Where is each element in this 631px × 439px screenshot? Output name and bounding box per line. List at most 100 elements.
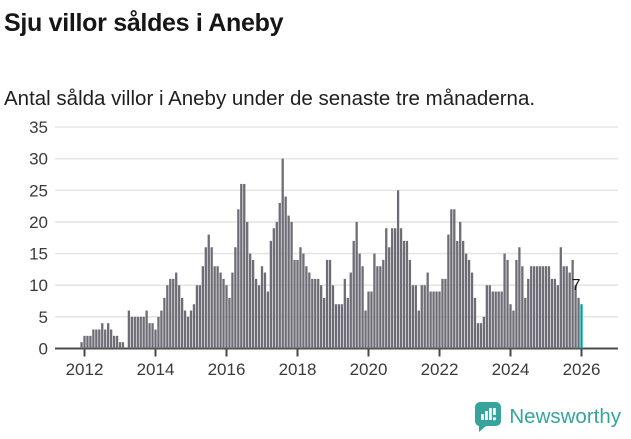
month-bar — [234, 247, 237, 349]
month-bar — [426, 272, 429, 349]
month-bar — [544, 266, 548, 349]
month-bar — [521, 266, 524, 349]
month-bar — [518, 247, 521, 349]
month-bar — [154, 329, 157, 349]
month-bar — [95, 329, 98, 349]
month-bar — [553, 278, 557, 349]
month-bar — [547, 266, 551, 349]
month-bar — [574, 285, 577, 349]
month-bar — [320, 285, 323, 349]
month-bar — [349, 272, 352, 349]
newsworthy-bubble-icon — [475, 402, 502, 432]
x-tick-label: 2026 — [563, 360, 601, 379]
month-bar — [299, 247, 302, 349]
month-bar — [485, 285, 488, 349]
month-bar — [391, 228, 394, 349]
month-bar — [444, 278, 447, 349]
month-bar — [246, 221, 249, 349]
month-bar — [456, 240, 459, 349]
y-tick-label: 0 — [39, 340, 48, 359]
month-bar — [192, 304, 196, 349]
month-bar — [376, 266, 379, 349]
month-bar — [213, 266, 216, 349]
month-bar — [101, 323, 104, 349]
month-bar — [302, 253, 305, 349]
monthly-sales-bar-chart: 0 5 10 15 20 25 30 35 2012 2014 2016 2018 2020 2022 20… — [29, 118, 618, 379]
month-bar — [163, 297, 166, 349]
month-bar — [509, 304, 512, 349]
month-bar — [172, 278, 175, 349]
month-bar — [269, 240, 273, 349]
month-bar — [361, 266, 364, 349]
month-bar — [104, 329, 107, 349]
month-bar — [284, 196, 287, 349]
month-bar — [322, 297, 326, 349]
month-bar — [476, 323, 480, 349]
month-bar — [414, 285, 417, 349]
month-bar — [275, 221, 278, 349]
month-bar — [118, 342, 122, 349]
month-bar — [402, 240, 406, 349]
x-tick-label: 2014 — [137, 360, 175, 379]
month-bar — [207, 234, 210, 349]
month-bar — [459, 221, 462, 349]
newsworthy-wordmark: Newsworthy — [509, 404, 621, 428]
month-bar — [281, 158, 284, 349]
month-bar — [145, 310, 148, 349]
month-bar — [178, 285, 181, 349]
month-bar — [210, 247, 213, 349]
month-bar — [541, 266, 545, 349]
month-bar — [396, 190, 400, 349]
month-bar — [180, 297, 184, 349]
x-tick-label: 2012 — [66, 360, 104, 379]
month-bar — [355, 221, 358, 349]
month-bar — [559, 247, 562, 349]
month-bar — [506, 259, 509, 349]
month-bar — [148, 323, 151, 349]
month-bar — [393, 228, 397, 349]
month-bar — [488, 285, 491, 349]
chart-subtitle: Antal sålda villor i Aneby under de sena… — [4, 87, 536, 110]
month-bar — [249, 253, 252, 349]
mini-bar-chart-glyph — [481, 408, 497, 421]
month-bar — [228, 297, 231, 349]
month-bar — [429, 291, 432, 349]
month-bar — [385, 228, 388, 349]
month-bar — [530, 266, 533, 349]
month-bar — [254, 278, 258, 349]
month-bar — [86, 335, 89, 349]
month-bar — [494, 291, 497, 349]
month-bar — [432, 291, 435, 349]
y-tick-label: 30 — [29, 150, 48, 169]
month-bar — [491, 291, 494, 349]
month-bar — [464, 253, 468, 349]
month-bar — [408, 259, 412, 349]
month-bar — [290, 221, 293, 349]
month-bar — [222, 278, 225, 349]
month-bar — [157, 316, 160, 349]
month-bar — [571, 259, 574, 349]
month-bar — [565, 266, 568, 349]
month-bar — [260, 266, 264, 349]
month-bar — [83, 335, 86, 349]
month-bar — [186, 316, 190, 349]
month-bar — [405, 240, 409, 349]
month-bar — [331, 285, 335, 349]
y-tick-label: 10 — [29, 276, 48, 295]
month-bar — [204, 247, 207, 349]
month-bar — [107, 323, 110, 349]
month-bar — [334, 304, 338, 349]
month-bar — [169, 278, 172, 349]
month-bar — [438, 291, 441, 349]
month-bar — [133, 316, 136, 349]
month-bar — [420, 285, 423, 349]
month-bar — [183, 310, 187, 349]
month-bar — [325, 259, 329, 349]
month-bar — [130, 316, 133, 349]
month-bar — [497, 291, 500, 349]
month-bar — [151, 323, 154, 349]
month-bar — [136, 316, 139, 349]
month-bar — [388, 247, 391, 349]
month-bar — [201, 266, 204, 349]
